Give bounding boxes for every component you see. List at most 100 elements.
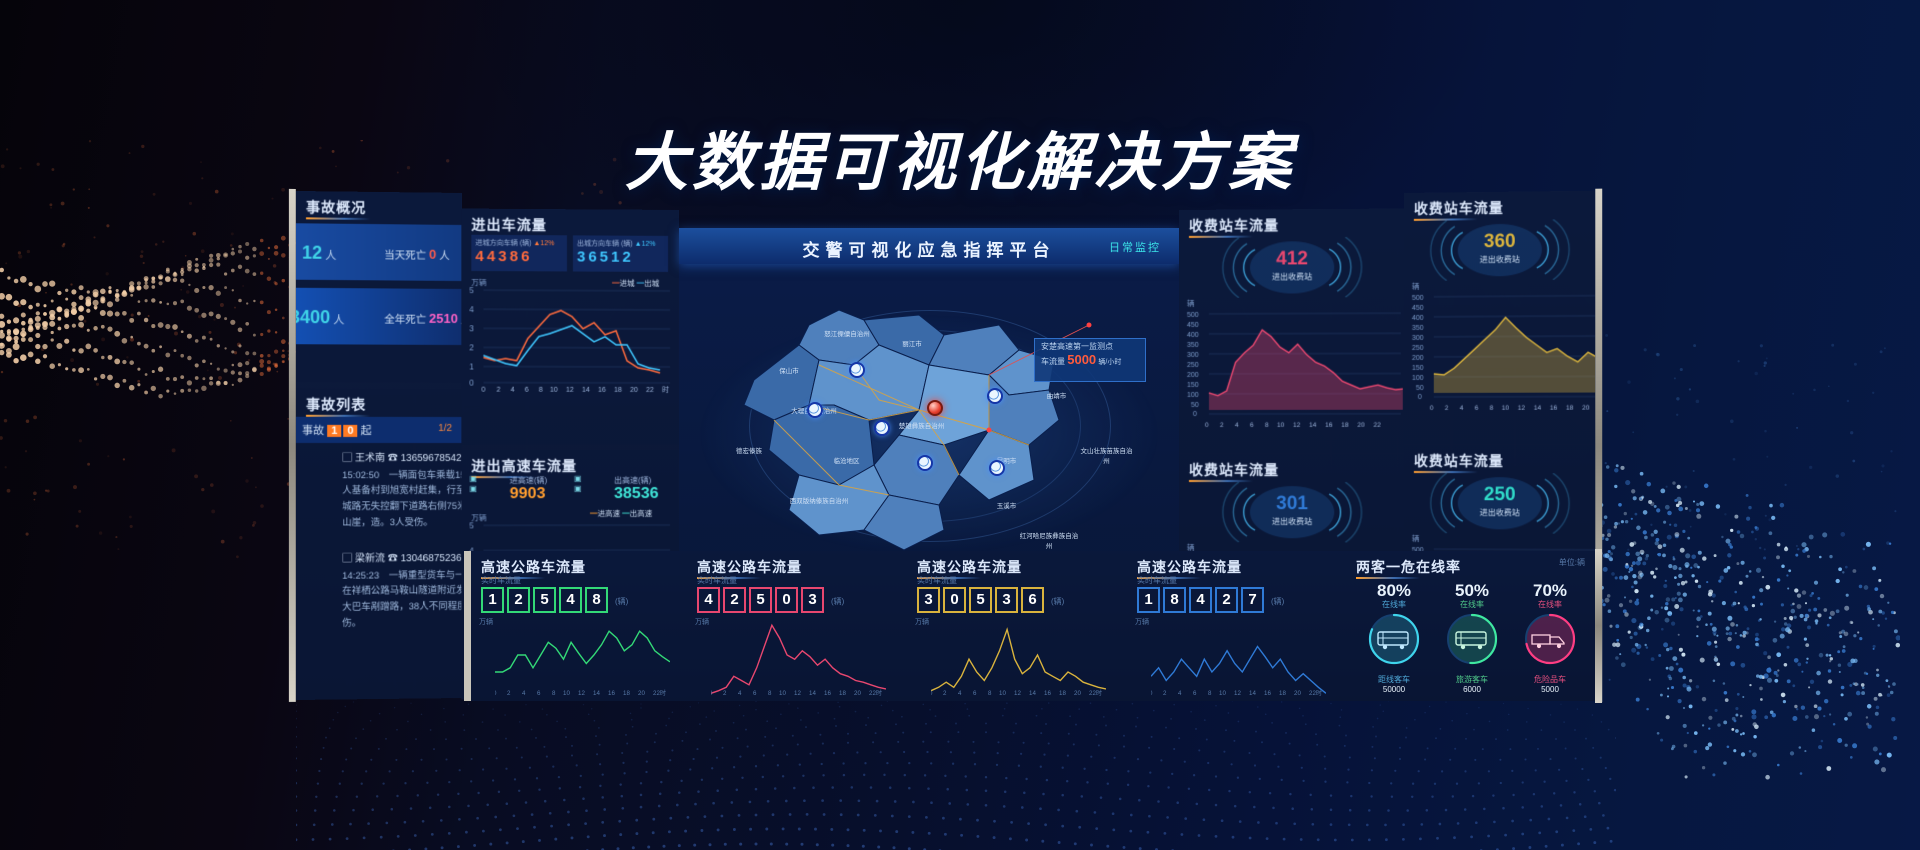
svg-text:5: 5 <box>469 521 474 530</box>
svg-text:14: 14 <box>1249 690 1256 697</box>
svg-text:16: 16 <box>608 690 615 697</box>
svg-text:3: 3 <box>469 324 474 333</box>
svg-text:14: 14 <box>809 690 816 697</box>
svg-text:14: 14 <box>1029 690 1036 697</box>
svg-text:2: 2 <box>507 690 511 697</box>
svg-text:22: 22 <box>646 387 654 394</box>
svg-text:0: 0 <box>1193 411 1197 418</box>
svg-text:14: 14 <box>1309 422 1317 429</box>
svg-text:500: 500 <box>1412 295 1424 302</box>
svg-text:2: 2 <box>1220 422 1224 429</box>
svg-text:6: 6 <box>1475 405 1479 412</box>
svg-text:12: 12 <box>1518 405 1526 412</box>
svg-text:20: 20 <box>1357 422 1365 429</box>
svg-text:14: 14 <box>593 690 600 697</box>
svg-text:4: 4 <box>738 690 742 697</box>
svg-text:进出收费站: 进出收费站 <box>1272 271 1312 281</box>
svg-text:4: 4 <box>469 305 474 314</box>
svg-text:12: 12 <box>566 387 574 394</box>
svg-text:10: 10 <box>999 690 1006 697</box>
svg-text:0: 0 <box>1430 405 1434 412</box>
svg-text:8: 8 <box>768 690 772 697</box>
svg-text:14: 14 <box>1534 405 1542 412</box>
svg-text:18: 18 <box>1059 690 1066 697</box>
svg-text:22: 22 <box>1374 422 1382 429</box>
svg-text:200: 200 <box>1187 372 1199 379</box>
svg-text:300: 300 <box>1412 335 1424 342</box>
svg-text:22时: 22时 <box>1309 689 1322 697</box>
svg-text:20: 20 <box>1074 690 1081 697</box>
svg-text:20: 20 <box>1294 690 1301 697</box>
svg-text:2: 2 <box>1445 405 1449 412</box>
svg-text:20: 20 <box>638 690 645 697</box>
svg-text:22时: 22时 <box>1089 689 1102 697</box>
svg-text:16: 16 <box>1264 690 1271 697</box>
svg-text:12: 12 <box>1293 422 1301 429</box>
svg-text:6: 6 <box>753 690 757 697</box>
svg-text:16: 16 <box>598 387 606 394</box>
svg-text:12: 12 <box>1014 690 1021 697</box>
svg-text:10: 10 <box>563 690 570 697</box>
svg-text:10: 10 <box>779 690 786 697</box>
svg-text:100: 100 <box>1412 375 1424 382</box>
svg-text:200: 200 <box>1412 355 1424 362</box>
svg-text:301: 301 <box>1276 493 1308 514</box>
svg-text:150: 150 <box>1187 382 1199 389</box>
svg-text:18: 18 <box>839 690 846 697</box>
svg-text:6: 6 <box>973 690 977 697</box>
svg-text:150: 150 <box>1412 365 1424 372</box>
svg-text:250: 250 <box>1483 484 1515 505</box>
svg-text:2: 2 <box>723 690 727 697</box>
svg-text:2: 2 <box>469 343 474 352</box>
svg-text:18: 18 <box>614 387 622 394</box>
svg-text:18: 18 <box>623 690 630 697</box>
svg-text:14: 14 <box>582 387 590 394</box>
svg-text:18: 18 <box>1279 690 1286 697</box>
svg-text:100: 100 <box>1187 392 1199 399</box>
svg-text:50: 50 <box>1191 402 1199 409</box>
svg-text:20: 20 <box>630 387 638 394</box>
svg-text:8: 8 <box>552 690 556 697</box>
svg-text:0: 0 <box>469 379 474 388</box>
svg-text:2: 2 <box>1163 690 1167 697</box>
svg-text:1: 1 <box>469 362 474 371</box>
svg-text:8: 8 <box>1208 690 1212 697</box>
svg-text:350: 350 <box>1187 342 1199 349</box>
svg-text:4: 4 <box>522 690 526 697</box>
svg-text:10: 10 <box>550 387 558 394</box>
svg-text:16: 16 <box>824 690 831 697</box>
svg-text:6: 6 <box>1250 422 1254 429</box>
svg-text:4: 4 <box>1460 405 1464 412</box>
svg-text:50: 50 <box>1416 385 1424 392</box>
svg-text:8: 8 <box>988 690 992 697</box>
svg-text:16: 16 <box>1325 422 1333 429</box>
svg-text:8: 8 <box>539 387 543 394</box>
svg-text:400: 400 <box>1187 332 1199 339</box>
svg-text:6: 6 <box>525 387 529 394</box>
svg-text:22时: 22时 <box>869 689 882 697</box>
svg-text:250: 250 <box>1412 345 1424 352</box>
svg-text:进出收费站: 进出收费站 <box>1479 507 1519 517</box>
svg-text:18: 18 <box>1566 405 1574 412</box>
svg-text:450: 450 <box>1187 322 1199 329</box>
svg-text:0: 0 <box>1151 690 1153 697</box>
svg-text:10: 10 <box>1277 422 1285 429</box>
svg-text:10: 10 <box>1219 690 1226 697</box>
svg-text:350: 350 <box>1412 325 1424 332</box>
svg-text:0: 0 <box>481 387 485 394</box>
svg-text:10: 10 <box>1502 405 1510 412</box>
svg-text:6: 6 <box>537 690 541 697</box>
svg-text:20: 20 <box>854 690 861 697</box>
svg-text:进出收费站: 进出收费站 <box>1479 254 1519 264</box>
svg-text:412: 412 <box>1276 248 1308 269</box>
svg-text:450: 450 <box>1412 305 1424 312</box>
svg-text:4: 4 <box>511 387 515 394</box>
svg-text:0: 0 <box>1418 394 1422 401</box>
svg-text:22时: 22时 <box>653 689 666 697</box>
svg-text:400: 400 <box>1412 315 1424 322</box>
svg-text:20: 20 <box>1582 405 1590 412</box>
svg-text:4: 4 <box>958 690 962 697</box>
svg-text:12: 12 <box>1234 690 1241 697</box>
svg-text:4: 4 <box>1178 690 1182 697</box>
svg-text:250: 250 <box>1187 362 1199 369</box>
